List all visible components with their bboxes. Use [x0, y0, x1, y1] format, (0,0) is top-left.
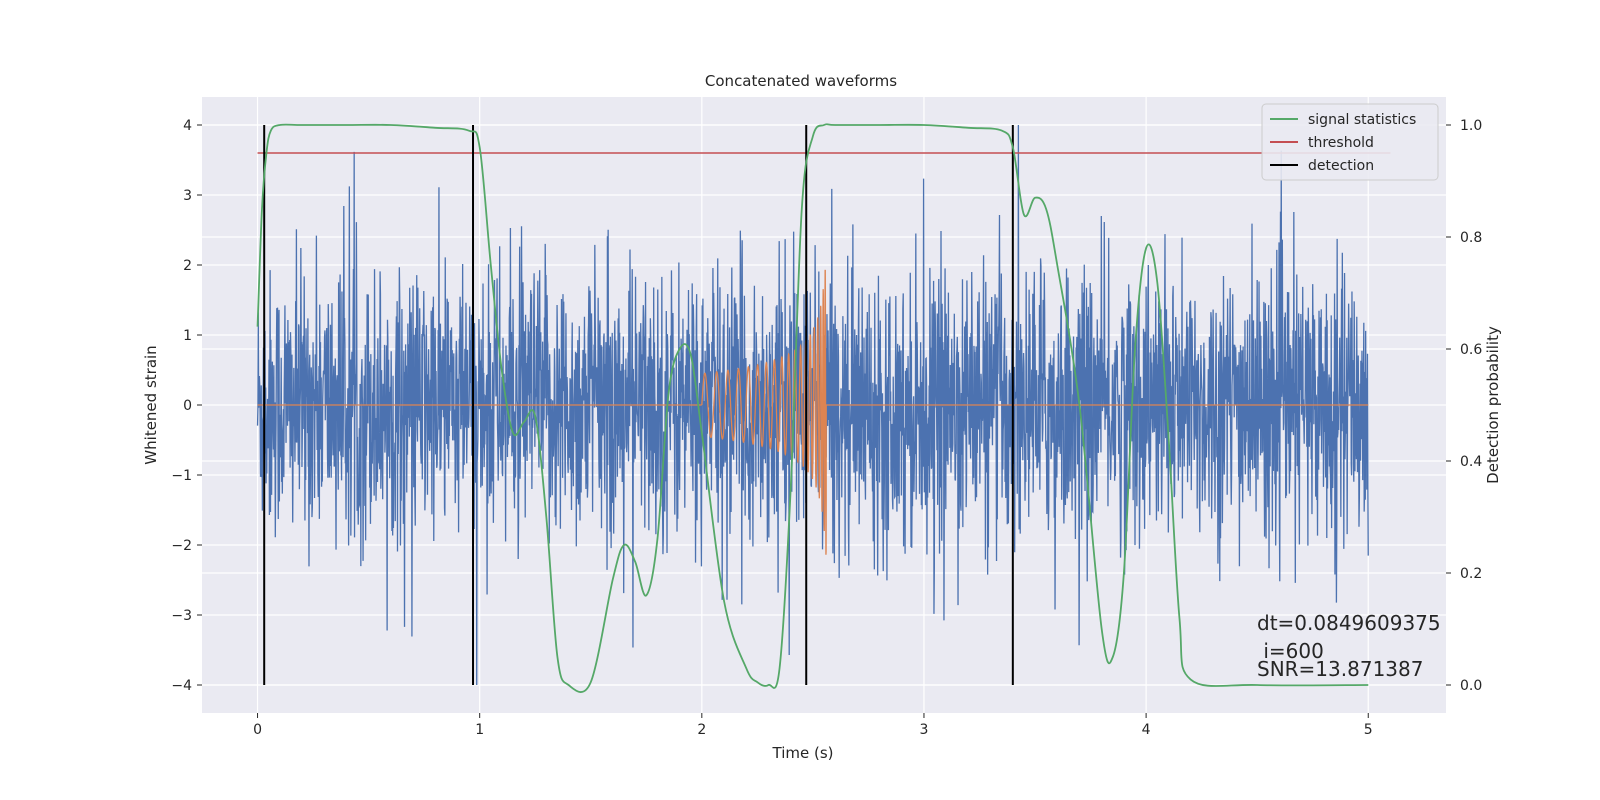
- y-tick-label: 1: [183, 328, 192, 344]
- y-tick-label: 0: [183, 398, 192, 414]
- y-tick-label: 4: [183, 118, 192, 134]
- y-axis-label: Whitened strain: [142, 345, 160, 464]
- signal-statistics-line: [256, 123, 1369, 693]
- y-axis-right: 0.0 0.2 0.4 0.6 0.8 1.0: [1446, 118, 1482, 694]
- legend-box: [1261, 103, 1439, 181]
- legend-label: signal statistics: [1308, 112, 1416, 128]
- y-tick-label: −4: [171, 678, 192, 694]
- x-tick-label: 0: [253, 722, 262, 738]
- y-tick-label: 3: [183, 188, 192, 204]
- detection-series: [263, 125, 1014, 685]
- x-tick-label: 5: [1364, 722, 1373, 738]
- y2-tick-label: 0.6: [1460, 342, 1482, 358]
- y2-tick-label: 0.0: [1460, 678, 1482, 694]
- x-tick-label: 1: [475, 722, 484, 738]
- annotation-dt: dt=0.0849609375: [1257, 611, 1441, 635]
- y2-tick-label: 0.4: [1460, 454, 1482, 470]
- x-axis: 0 1 2 3 4 5: [253, 713, 1373, 738]
- annotation-i: i=600: [1257, 639, 1324, 663]
- legend-label: threshold: [1308, 135, 1374, 151]
- y-tick-label: −1: [171, 468, 192, 484]
- signal-statistics-series: [256, 123, 1369, 693]
- chart-title: Concatenated waveforms: [705, 72, 897, 90]
- x-axis-label: Time (s): [772, 744, 834, 762]
- legend-label: detection: [1308, 158, 1374, 174]
- x-tick-label: 2: [697, 722, 706, 738]
- y2-tick-label: 0.8: [1460, 230, 1482, 246]
- x-tick-label: 3: [920, 722, 929, 738]
- legend: signal statistics threshold detection: [1261, 103, 1439, 181]
- y2-axis-label: Detection probability: [1484, 326, 1502, 484]
- y2-tick-label: 1.0: [1460, 118, 1482, 134]
- y-tick-label: −2: [171, 538, 192, 554]
- y-tick-label: −3: [171, 608, 192, 624]
- x-tick-label: 4: [1142, 722, 1151, 738]
- y-tick-label: 2: [183, 258, 192, 274]
- y2-tick-label: 0.2: [1460, 566, 1482, 582]
- y-axis-left: −4 −3 −2 −1 0 1 2 3 4: [171, 118, 202, 694]
- annotation-snr: SNR=13.871387: [1257, 657, 1423, 681]
